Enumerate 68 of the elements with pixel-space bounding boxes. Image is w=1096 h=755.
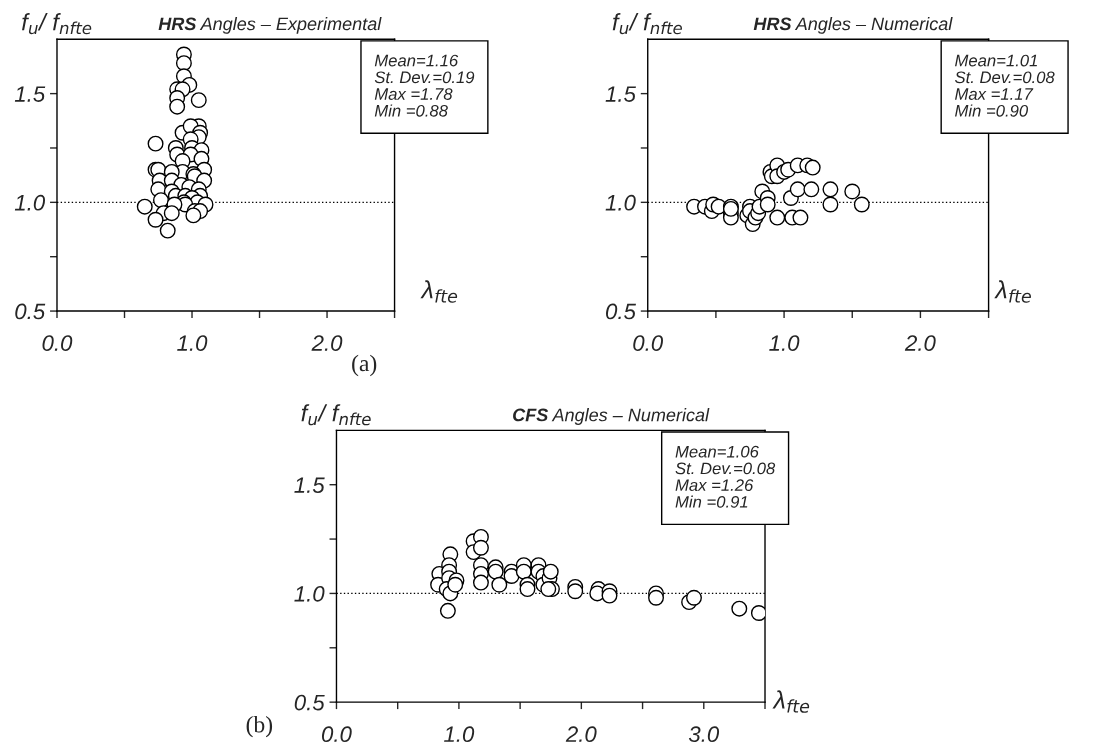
text: (a)	[352, 354, 377, 377]
text: (b)	[246, 715, 273, 738]
point	[769, 209, 786, 226]
chart-title: CFS Angles – Numerical	[513, 408, 710, 425]
point	[750, 605, 766, 621]
point	[472, 574, 489, 591]
x-tick-label: 2.0	[565, 726, 597, 743]
point	[759, 196, 776, 213]
point	[472, 539, 489, 556]
x-tick-label: 2.0	[311, 335, 343, 351]
point	[185, 207, 202, 224]
point	[169, 98, 186, 115]
point	[147, 211, 164, 228]
x-tick-label: 0.0	[42, 335, 73, 351]
chart-title: HRS Angles – Experimental	[158, 16, 382, 34]
point	[163, 205, 180, 222]
y-axis-title: f$_{u}$/ f$_{nfte}$	[612, 13, 682, 35]
y-tick-label: 1.0	[14, 194, 45, 211]
point	[567, 583, 584, 600]
y-tick-label: 0.5	[294, 694, 325, 711]
chart-title: HRS Angles – Numerical	[753, 16, 953, 34]
x-axis-title: λ$_{fte}$	[994, 280, 1031, 303]
x-axis-title: λ$_{fte}$	[772, 690, 810, 713]
point	[439, 602, 456, 619]
annotation: Mean=1.16 St. Dev.=0.19 Max =1.78 Min =0.88	[374, 54, 475, 117]
point	[844, 183, 861, 200]
point	[147, 135, 164, 152]
x-tick-label: 1.0	[177, 335, 208, 351]
point	[648, 589, 665, 606]
point	[491, 576, 508, 593]
x-tick-label: 1.0	[769, 335, 800, 351]
y-tick-label: 1.5	[605, 86, 636, 102]
point	[447, 576, 464, 593]
point	[542, 563, 559, 580]
point	[803, 181, 820, 198]
annotation: Mean=1.01 St. Dev.=0.08 Max =1.17 Min =0.90	[954, 54, 1055, 117]
point	[515, 563, 532, 580]
y-tick-label: 1.0	[605, 194, 636, 211]
x-tick-label: 1.0	[444, 726, 475, 743]
point	[731, 600, 748, 617]
point	[822, 196, 839, 213]
y-tick-label: 1.5	[294, 477, 325, 493]
point	[822, 181, 839, 198]
point	[804, 159, 821, 176]
point	[792, 209, 809, 226]
x-tick-label: 0.0	[321, 726, 352, 743]
y-tick-label: 1.0	[294, 585, 325, 602]
point	[175, 55, 192, 72]
x-tick-label: 2.0	[904, 335, 936, 351]
x-tick-label: 0.0	[633, 335, 663, 351]
point	[519, 581, 536, 598]
x-tick-label: 3.0	[688, 726, 720, 743]
point	[789, 181, 806, 198]
point	[136, 198, 153, 215]
point	[853, 196, 870, 213]
point	[503, 568, 520, 585]
point	[159, 222, 176, 239]
point	[487, 563, 504, 580]
y-tick-label: 1.5	[14, 86, 46, 102]
y-axis-title: f$_{u}$/ f$_{nfte}$	[301, 404, 371, 426]
point	[601, 587, 618, 604]
y-tick-label: 0.5	[15, 303, 46, 320]
x-axis-title: λ$_{fte}$	[420, 280, 458, 303]
point	[190, 92, 207, 109]
point	[686, 589, 702, 606]
y-tick-label: 0.5	[606, 303, 636, 320]
annotation: Mean=1.06 St. Dev.=0.08 Max =1.26 Min =0.91	[675, 445, 776, 508]
y-axis-title: f$_{u}$/ f$_{nfte}$	[22, 13, 92, 35]
